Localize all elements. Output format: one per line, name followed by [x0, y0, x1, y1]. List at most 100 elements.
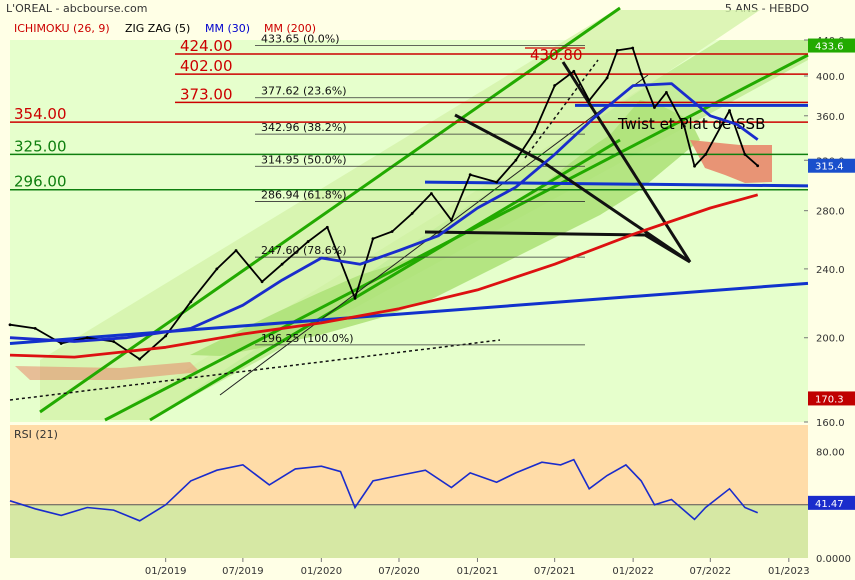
price-point	[325, 225, 329, 229]
price-point	[495, 180, 499, 184]
fib-label: 286.94 (61.8%)	[261, 188, 347, 201]
price-point	[704, 152, 708, 156]
price-point	[390, 230, 394, 233]
price-point	[112, 340, 116, 343]
price-point	[664, 90, 668, 94]
channel-upper-line-2	[39, 6, 621, 414]
price-point	[189, 300, 193, 304]
price-point	[756, 164, 760, 168]
dotted-top-line	[524, 59, 599, 159]
x-tick-label: 01/2022	[612, 566, 654, 577]
price-tick-label: 400.0	[816, 72, 845, 83]
chart-title: L'OREAL - abcbourse.com	[6, 2, 148, 15]
neckline	[424, 180, 809, 188]
price-point	[306, 240, 310, 243]
price-point	[631, 46, 635, 50]
price-point	[164, 334, 168, 338]
x-tick-label: 07/2022	[690, 566, 732, 577]
price-point	[429, 192, 433, 195]
price-point	[639, 72, 643, 76]
price-point	[653, 106, 656, 109]
rsi-line	[9, 458, 759, 522]
rsi-tick-label: 0.0000	[816, 554, 851, 565]
x-tick-label: 01/2021	[457, 566, 499, 577]
price-point	[450, 218, 453, 222]
price-tick-label: 200.0	[816, 334, 845, 345]
ichimoku-cloud-early	[15, 362, 200, 380]
x-tick-label: 01/2019	[145, 566, 187, 577]
wedge-upper-line	[561, 61, 692, 263]
thin-trendline	[219, 74, 649, 396]
series-mm-30-	[9, 82, 759, 343]
price-point	[353, 296, 357, 300]
x-tick-label: 01/2023	[768, 566, 810, 577]
ichimoku-cloud	[190, 100, 700, 356]
price-point	[260, 280, 264, 284]
price-point	[514, 158, 518, 162]
x-tick-label: 07/2020	[378, 566, 420, 577]
price-point	[85, 336, 89, 340]
price-point	[682, 125, 686, 128]
rsi-tick-label: 80.00	[816, 448, 845, 459]
price-badge-label: 315.4	[815, 162, 844, 173]
price-point	[234, 249, 238, 252]
indicator-mm30: MM (30)	[205, 22, 251, 35]
top-annotation: 430.80	[530, 46, 583, 64]
price-badge-label: 170.3	[815, 394, 844, 405]
price-tick-label: 160.0	[816, 418, 845, 429]
x-tick-label: 07/2021	[534, 566, 576, 577]
price-badge	[808, 158, 855, 173]
price-point	[280, 262, 284, 266]
price-point	[743, 152, 747, 156]
indicator-ichimoku: ICHIMOKU (26, 9)	[14, 22, 110, 35]
ichimoku-cloud-negative	[690, 140, 772, 183]
channel-lower-line	[149, 138, 621, 422]
price-tick-label: 280.0	[816, 207, 845, 218]
price-point	[215, 267, 219, 271]
fib-label: 314.95 (50.0%)	[261, 153, 347, 166]
rsi-badge-label: 41.47	[815, 499, 844, 510]
price-point	[371, 237, 375, 241]
price-point	[572, 69, 576, 73]
dotted-trendline	[9, 339, 501, 401]
price-point	[33, 327, 37, 330]
series-mm-200-	[9, 193, 759, 359]
indicator-zigzag: ZIG ZAG (5)	[125, 22, 191, 35]
channel-upper-band	[40, 10, 760, 420]
level-label: 402.00	[180, 57, 233, 75]
level-label: 296.00	[14, 173, 67, 191]
fib-label: 433.65 (0.0%)	[261, 32, 340, 45]
fib-label: 247.60 (78.6%)	[261, 244, 347, 257]
rsi-badge	[808, 495, 855, 510]
price-point	[605, 76, 609, 80]
price-point	[533, 130, 537, 134]
price-badge-label: 433.6	[815, 42, 844, 53]
price-tick-label: 360.0	[816, 112, 845, 123]
rsi-upper-zone	[10, 425, 808, 505]
price-point	[138, 357, 142, 361]
price-tick-label: 240.0	[816, 265, 845, 276]
level-label: 424.00	[180, 37, 233, 55]
indicator-mm200: MM (200)	[264, 22, 317, 35]
long-support-trendline	[9, 281, 809, 345]
price-point	[728, 109, 731, 112]
price-point	[468, 173, 472, 177]
fib-label: 342.96 (38.2%)	[261, 121, 347, 134]
x-tick-label: 01/2020	[301, 566, 343, 577]
ssb-annotation: Twist et Plat de SSB	[617, 115, 765, 133]
price-point	[587, 98, 591, 102]
price-point	[693, 164, 696, 168]
fib-label: 196.25 (100.0%)	[261, 332, 354, 345]
rsi-title: RSI (21)	[14, 428, 58, 441]
price-badge	[808, 391, 855, 406]
price-point	[59, 342, 63, 345]
price-point	[410, 211, 414, 215]
price-point	[615, 49, 619, 52]
level-label: 325.00	[14, 137, 67, 155]
x-tick-label: 07/2019	[222, 566, 264, 577]
price-point	[8, 323, 12, 327]
level-label: 354.00	[14, 105, 67, 123]
rsi-lower-zone	[10, 504, 808, 558]
